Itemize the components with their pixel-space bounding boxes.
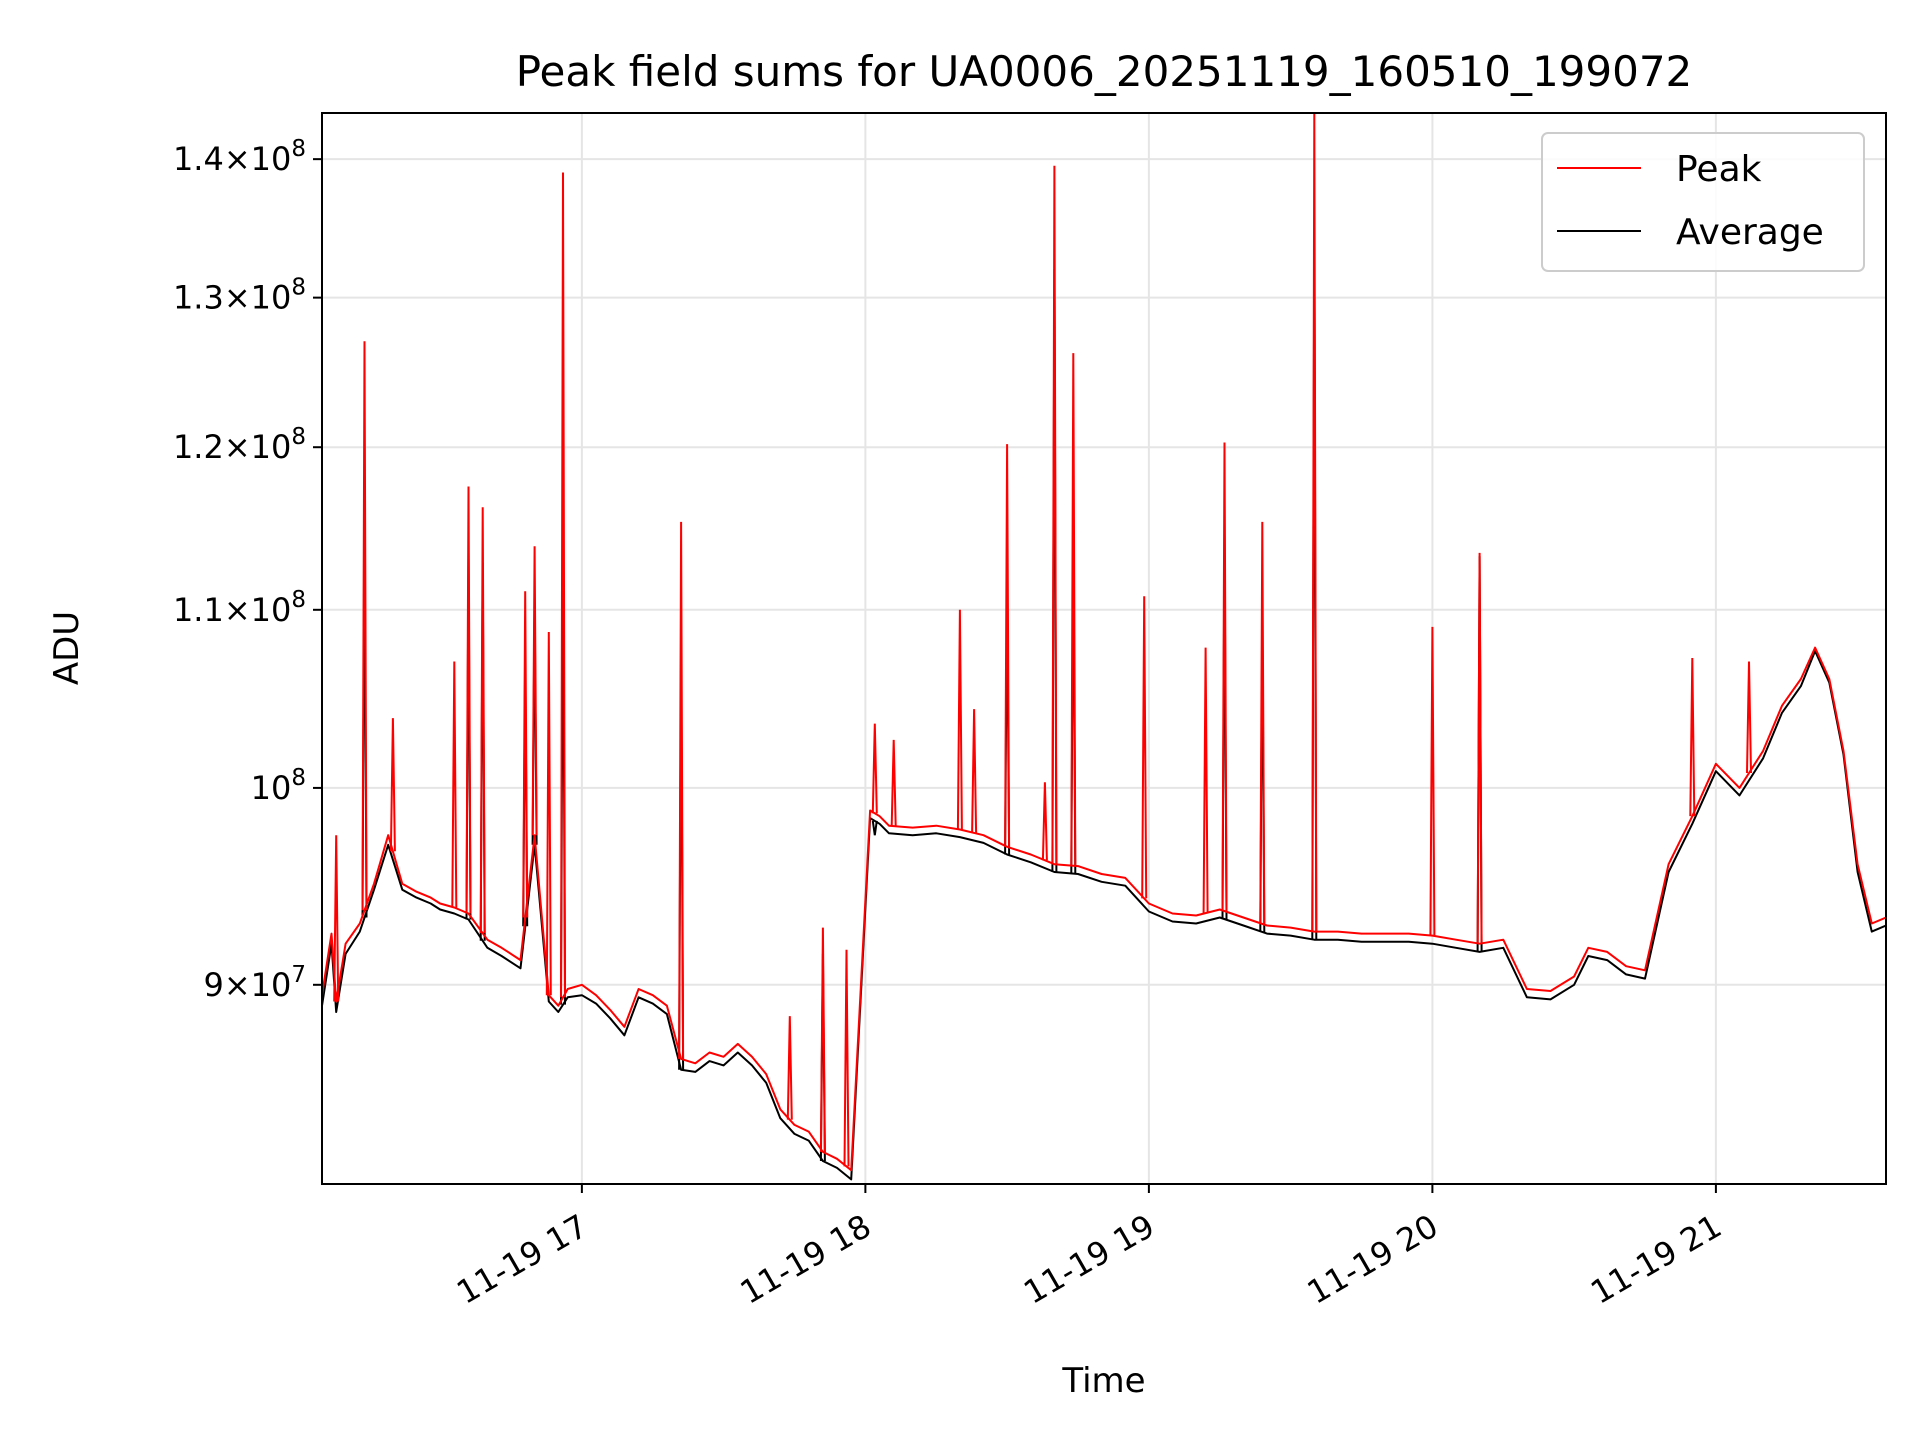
series-spike-peak <box>479 507 486 934</box>
y-tick-label: 108 <box>251 765 306 807</box>
series-spike-peak <box>786 1016 793 1120</box>
series-spike-peak <box>1051 165 1058 865</box>
series-spike-peak <box>956 609 963 830</box>
series-spike-peak <box>1221 442 1228 912</box>
series-spike-peak <box>1202 647 1209 914</box>
series-spike-peak <box>1689 657 1696 817</box>
series-spike-peak <box>1746 661 1752 774</box>
series-spike-peak <box>1141 596 1148 899</box>
series-spike-peak <box>1429 626 1436 936</box>
series-spike-peak <box>560 172 566 998</box>
y-tick-label: 1.3×108 <box>173 275 306 317</box>
y-axis: 9×107 108 1.1×108 1.2×108 1.3×108 1.4×108 <box>173 136 322 1004</box>
series-spike-peak <box>843 949 850 1167</box>
y-axis-label: ADU <box>47 611 87 685</box>
legend-label-peak: Peak <box>1676 149 1762 190</box>
series-spike-peak <box>1259 521 1266 924</box>
series-line-average <box>322 650 1886 1181</box>
series-spike-peak <box>1311 113 1318 932</box>
series-spike-peak <box>545 631 552 996</box>
plot-frame <box>321 112 1887 1185</box>
legend-label-average: Average <box>1676 212 1824 253</box>
series-spike-peak <box>1004 444 1011 847</box>
series-spike-peak <box>333 835 340 1002</box>
chart-title: Peak field sums for UA0006_20251119_1605… <box>516 47 1693 96</box>
series-spike-peak <box>531 546 538 836</box>
y-tick-label: 1.2×108 <box>173 424 306 466</box>
y-tick-label: 1.1×108 <box>173 587 306 629</box>
series-spike-peak <box>361 341 368 911</box>
series-spike-peak <box>678 521 685 1059</box>
series-spike-peak <box>871 723 878 814</box>
series-spike-average <box>871 820 878 836</box>
series-spike-peak <box>465 486 472 914</box>
series-line-peak <box>322 646 1886 1172</box>
series-spike-peak <box>522 591 529 918</box>
series-spike-peak <box>1476 552 1483 944</box>
series-group <box>322 113 1886 1181</box>
x-axis-label: Time <box>1061 1361 1145 1401</box>
series-spike-peak <box>819 927 826 1152</box>
series-spike-peak <box>389 718 396 852</box>
y-tick-label: 9×107 <box>203 962 306 1004</box>
series-spike-peak <box>971 709 978 833</box>
series-spike-peak <box>451 661 458 908</box>
legend: Peak Average <box>1541 132 1865 272</box>
y-tick-label: 1.4×108 <box>173 136 306 178</box>
series-spike-peak <box>890 739 897 827</box>
series-spike-peak <box>1041 782 1048 861</box>
series-spike-peak <box>1070 353 1077 866</box>
